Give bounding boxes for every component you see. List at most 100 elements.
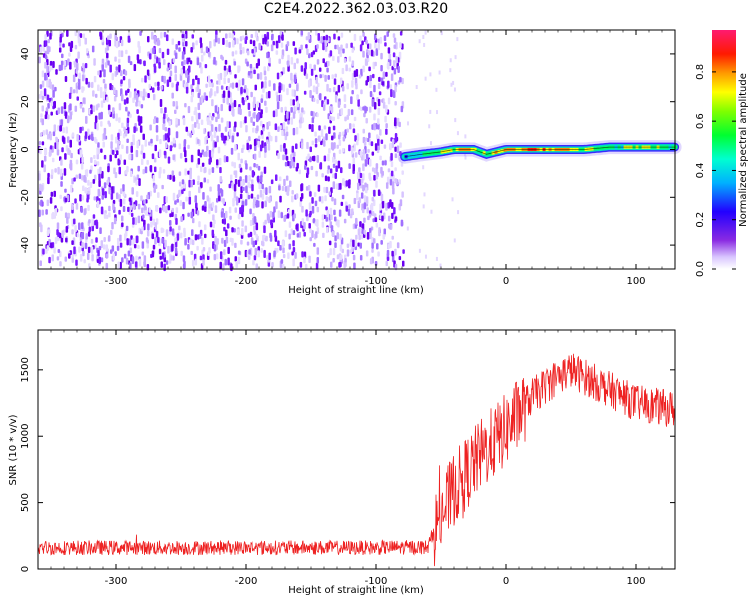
noise-speckle [144,139,148,147]
noise-speckle [98,112,101,120]
noise-speckle [244,199,248,206]
noise-speckle [316,247,320,255]
noise-speckle [74,198,77,204]
noise-speckle [260,109,263,115]
noise-speckle [89,169,92,174]
noise-speckle [259,120,263,127]
noise-speckle [148,53,152,60]
noise-speckle [208,202,211,210]
noise-speckle [319,93,322,101]
noise-speckle [233,170,237,176]
noise-speckle [118,166,122,175]
noise-speckle [353,116,357,122]
noise-speckle [201,162,205,167]
noise-speckle [305,36,309,41]
noise-speckle [46,30,49,37]
noise-speckle [281,54,284,60]
noise-speckle [429,141,432,146]
noise-speckle [239,193,243,199]
noise-speckle [391,142,394,149]
noise-speckle [234,242,237,248]
noise-speckle [224,59,228,65]
noise-speckle [180,68,183,76]
noise-speckle [128,238,132,246]
noise-speckle [368,66,371,72]
noise-speckle [380,52,383,60]
noise-speckle [129,170,133,178]
noise-speckle [242,186,245,191]
noise-speckle [135,95,139,103]
noise-speckle [115,70,119,76]
noise-speckle [333,142,336,149]
noise-speckle [106,96,109,103]
noise-speckle [449,58,452,63]
noise-speckle [236,228,240,236]
noise-speckle [121,144,124,150]
noise-speckle [41,209,44,216]
noise-speckle [135,101,138,107]
noise-speckle [45,129,49,135]
noise-speckle [378,227,381,234]
noise-speckle [326,169,330,174]
noise-speckle [270,135,273,142]
noise-speckle [265,139,269,144]
noise-speckle [464,134,467,139]
noise-speckle [195,163,199,169]
noise-speckle [88,226,92,233]
noise-speckle [401,260,405,267]
noise-speckle [382,101,386,109]
noise-speckle [239,108,242,115]
noise-speckle [146,230,150,237]
noise-speckle [221,56,224,61]
noise-speckle [290,117,294,125]
noise-speckle [430,209,433,214]
noise-speckle [106,44,110,51]
noise-speckle [318,196,322,202]
noise-speckle [223,155,227,163]
noise-speckle [257,112,260,118]
noise-speckle [219,72,223,80]
noise-speckle [290,107,293,113]
noise-speckle [253,69,256,75]
noise-speckle [222,198,225,205]
noise-speckle [325,34,329,41]
noise-speckle [337,56,340,63]
noise-speckle [301,205,304,213]
noise-speckle [60,119,63,127]
noise-speckle [223,226,226,232]
noise-speckle [315,86,319,94]
noise-speckle [215,116,218,123]
spectrogram-x-tick-label: -200 [235,276,258,287]
noise-speckle [175,218,178,225]
noise-speckle [266,41,270,47]
noise-speckle [288,233,291,240]
noise-speckle [111,186,114,194]
noise-speckle [136,54,140,61]
noise-speckle [260,175,263,183]
noise-speckle [393,67,397,75]
noise-speckle [174,200,177,205]
noise-speckle [46,80,49,88]
noise-speckle [264,219,267,225]
noise-speckle [368,158,372,167]
noise-speckle [263,166,267,174]
noise-speckle [90,246,94,254]
noise-speckle [209,91,212,98]
noise-speckle [312,97,316,102]
noise-speckle [167,127,171,136]
noise-speckle [260,248,263,253]
noise-speckle [285,175,289,181]
noise-speckle [234,74,237,79]
noise-speckle [329,248,332,256]
noise-speckle [392,91,396,98]
colorbar-tick-label: 0.6 [695,113,706,129]
noise-speckle [418,39,421,44]
noise-speckle [313,64,316,71]
noise-speckle [103,212,107,219]
noise-speckle [301,251,304,258]
noise-speckle [75,159,79,165]
noise-speckle [295,143,298,150]
noise-speckle [203,128,206,135]
noise-speckle [126,138,129,144]
noise-speckle [213,130,217,138]
